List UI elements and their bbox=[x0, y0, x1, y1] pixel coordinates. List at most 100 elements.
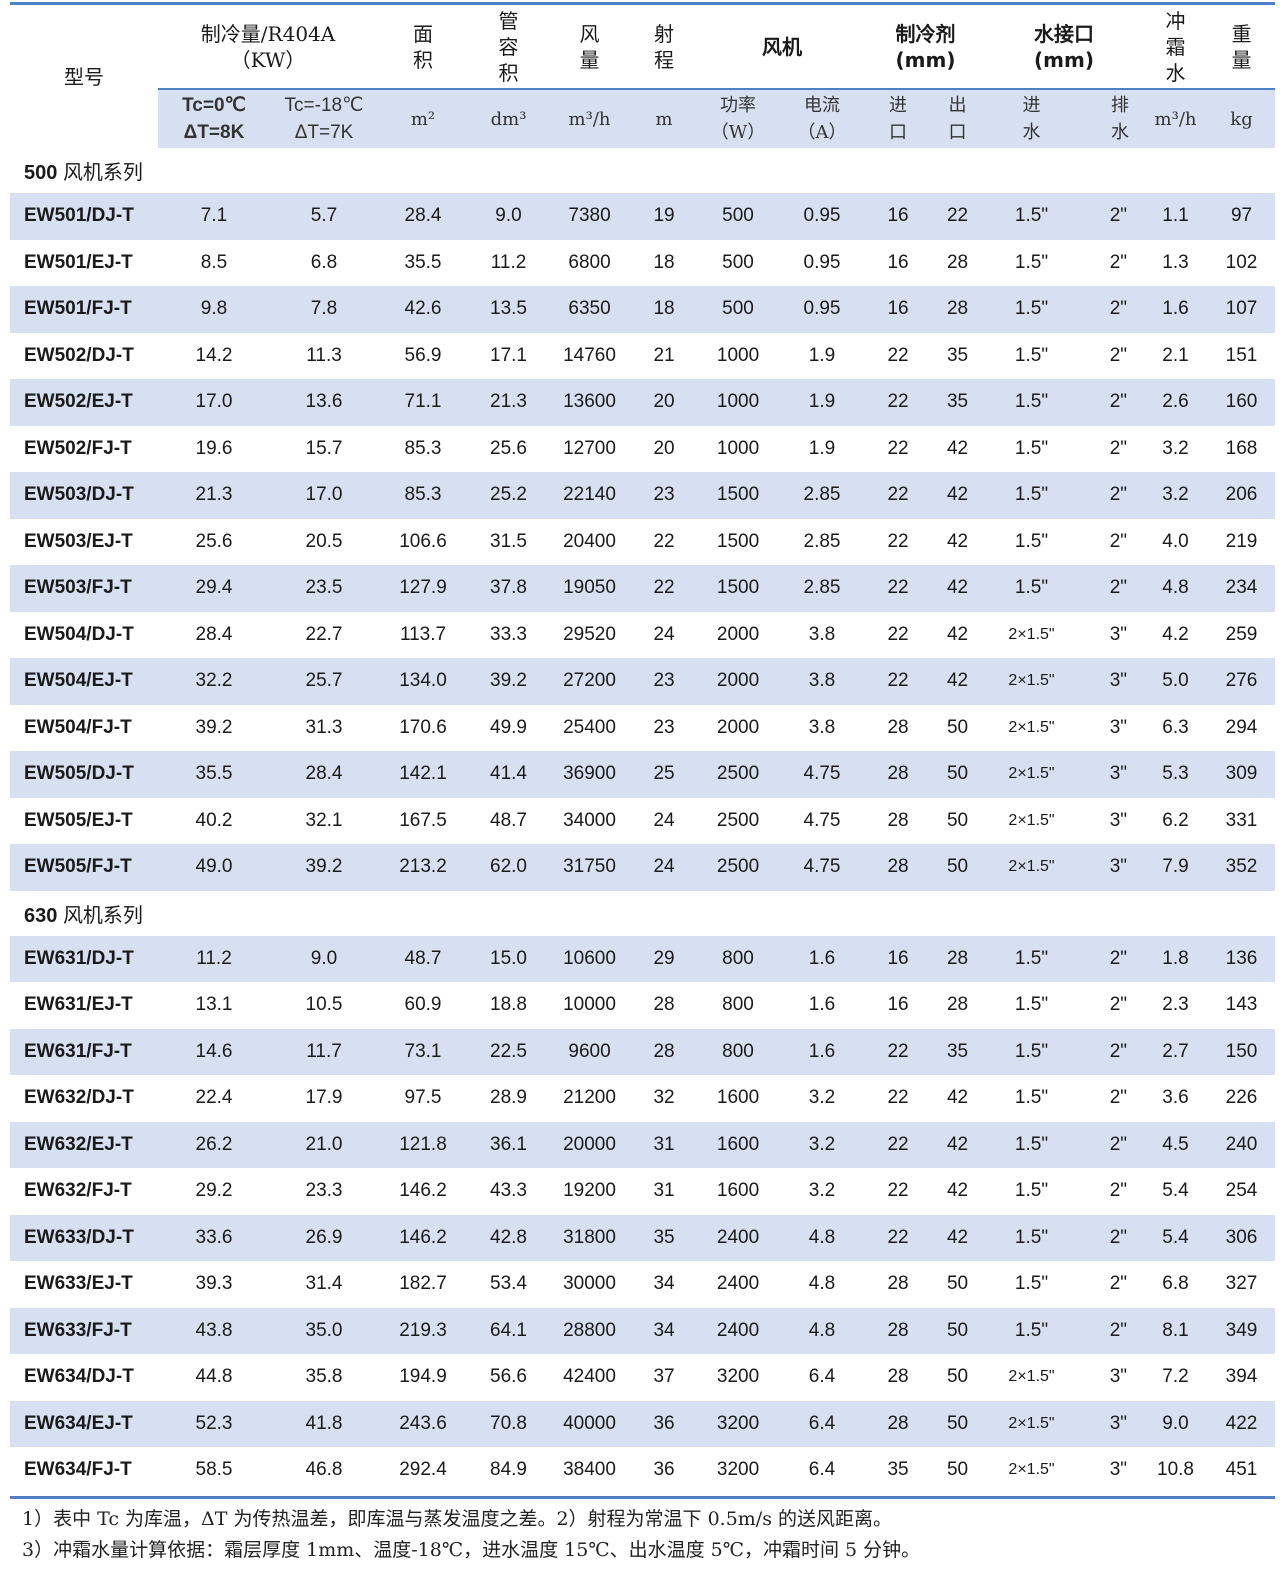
table-cell: 53.4 bbox=[490, 1273, 527, 1295]
model-cell: EW502/EJ-T bbox=[10, 379, 158, 426]
table-cell: 22 bbox=[887, 344, 909, 366]
model-cell: EW501/EJ-T bbox=[24, 251, 133, 273]
table-cell: 28 bbox=[887, 1273, 909, 1295]
table-cell: 160 bbox=[1208, 379, 1276, 426]
table-cell: 10600 bbox=[549, 935, 631, 982]
table-cell: 2" bbox=[1078, 379, 1144, 426]
table-cell: 5.4 bbox=[1162, 1180, 1189, 1202]
table-cell: 1.5" bbox=[985, 935, 1079, 982]
table-cell: 1.1 bbox=[1143, 193, 1209, 240]
table-cell: 28 bbox=[887, 809, 909, 831]
model-cell: EW634/EJ-T bbox=[10, 1400, 158, 1447]
col-airflow: 风量 bbox=[549, 5, 630, 89]
table-row: EW501/DJ-T 7.1 5.7 28.4 9.0 7380 19 500 0.95 16 22… bbox=[10, 193, 1276, 240]
table-cell: 800 bbox=[698, 1028, 779, 1075]
table-cell: 35 bbox=[630, 1214, 699, 1261]
sub-water-out: 排水 bbox=[1078, 88, 1144, 148]
table-cell: 20 bbox=[630, 379, 699, 426]
table-cell: 121.8 bbox=[378, 1121, 469, 1168]
table-cell: 4.5 bbox=[1143, 1121, 1209, 1168]
table-cell: 13600 bbox=[549, 379, 631, 426]
table-cell: 8.1 bbox=[1143, 1307, 1209, 1354]
table-cell: 3" bbox=[1078, 1400, 1144, 1447]
model-cell: EW505/FJ-T bbox=[10, 844, 158, 891]
table-cell: 2" bbox=[1078, 1307, 1144, 1354]
table-cell: 25.7 bbox=[270, 658, 379, 705]
water-out-line1: 排 bbox=[1111, 95, 1130, 116]
table-cell: 168 bbox=[1225, 437, 1258, 459]
table-cell: 1.5" bbox=[1014, 530, 1049, 552]
table-cell: 22 bbox=[930, 193, 986, 240]
table-cell: 23.3 bbox=[305, 1180, 343, 1202]
table-cell: 2.6 bbox=[1143, 379, 1209, 426]
table-cell: 2500 bbox=[698, 751, 779, 798]
table-cell: 22 bbox=[866, 658, 931, 705]
table-cell: 3" bbox=[1109, 716, 1128, 738]
table-row: EW632/FJ-T 29.2 23.3 146.2 43.3 19200 31 1600 3.… bbox=[10, 1168, 1275, 1215]
table-cell: 4.0 bbox=[1162, 530, 1189, 552]
sub-water-in: 进水 bbox=[985, 88, 1079, 148]
table-cell: 11.2 bbox=[490, 251, 527, 273]
table-cell: 20000 bbox=[549, 1121, 631, 1168]
table-cell: 33.3 bbox=[490, 623, 527, 645]
table-cell: 97.5 bbox=[404, 1087, 442, 1109]
table-cell: 22 bbox=[866, 565, 931, 612]
table-cell: 22.7 bbox=[305, 623, 343, 645]
table-row: EW633/FJ-T 43.8 35.0 219.3 64.1 28800 34 2400 4.… bbox=[10, 1307, 1276, 1354]
table-row: EW502/EJ-T 17.0 13.6 71.1 21.3 13600 20 1000 1.9… bbox=[10, 379, 1276, 426]
table-cell: 14.2 bbox=[195, 344, 233, 366]
table-cell: 42 bbox=[930, 658, 986, 705]
table-cell: 16 bbox=[887, 994, 909, 1016]
table-cell: 2.85 bbox=[803, 530, 841, 552]
model-cell: EW632/EJ-T bbox=[10, 1121, 158, 1168]
table-cell: 38400 bbox=[563, 1459, 616, 1481]
table-cell: 1.5" bbox=[985, 1121, 1079, 1168]
table-cell: 58.5 bbox=[195, 1459, 233, 1481]
model-cell: EW631/EJ-T bbox=[24, 994, 133, 1016]
table-cell: 1600 bbox=[716, 1087, 760, 1109]
table-cell: 134.0 bbox=[378, 658, 469, 705]
model-cell: EW634/FJ-T bbox=[24, 1459, 132, 1481]
outlet-line1: 出 bbox=[948, 95, 967, 116]
table-cell: 6.4 bbox=[808, 1459, 836, 1481]
table-cell: 36900 bbox=[549, 751, 631, 798]
water-in-line2: 水 bbox=[1022, 122, 1041, 143]
table-cell: 1000 bbox=[716, 344, 760, 366]
table-cell: 3.2 bbox=[808, 1180, 836, 1202]
table-cell: 10.8 bbox=[1157, 1459, 1194, 1481]
table-cell: 9.0 bbox=[468, 193, 550, 240]
table-cell: 23 bbox=[630, 658, 699, 705]
table-cell: 31750 bbox=[549, 844, 631, 891]
table-cell: 29.2 bbox=[195, 1180, 233, 1202]
table-row: EW502/DJ-T 14.2 11.3 56.9 17.1 14760 21 1000 1.9… bbox=[10, 333, 1275, 380]
table-cell: 25.6 bbox=[195, 530, 233, 552]
table-cell: 6800 bbox=[568, 251, 611, 273]
table-cell: 143 bbox=[1225, 994, 1258, 1016]
table-cell: 10.5 bbox=[305, 994, 343, 1016]
table-cell: 37.8 bbox=[468, 565, 550, 612]
table-cell: 2" bbox=[1078, 935, 1144, 982]
model-cell: EW632/FJ-T bbox=[24, 1180, 132, 1202]
table-cell: 12700 bbox=[563, 437, 616, 459]
table-cell: 42 bbox=[946, 1087, 969, 1109]
table-cell: 2×1.5" bbox=[985, 658, 1079, 705]
sub-throw-unit: m bbox=[630, 88, 699, 148]
table-cell: 16 bbox=[887, 251, 909, 273]
table-cell: 22 bbox=[887, 1087, 909, 1109]
table-cell: 2×1.5" bbox=[1008, 1461, 1055, 1479]
table-cell: 3" bbox=[1109, 1366, 1128, 1388]
sub-outlet: 出口 bbox=[930, 88, 986, 148]
table-cell: 21200 bbox=[563, 1087, 616, 1109]
table-cell: 23 bbox=[653, 716, 675, 738]
model-cell: EW632/DJ-T bbox=[24, 1087, 134, 1109]
table-cell: 56.9 bbox=[404, 344, 442, 366]
table-cell: 349 bbox=[1208, 1307, 1276, 1354]
table-cell: 17.0 bbox=[158, 379, 270, 426]
model-cell: EW504/EJ-T bbox=[10, 658, 158, 705]
table-cell: 40000 bbox=[549, 1400, 631, 1447]
table-cell: 1.6 bbox=[1143, 286, 1209, 333]
table-cell: 26.2 bbox=[158, 1121, 270, 1168]
table-cell: 50 bbox=[946, 716, 969, 738]
table-cell: 46.8 bbox=[305, 1459, 343, 1481]
table-cell: 42 bbox=[930, 472, 986, 519]
